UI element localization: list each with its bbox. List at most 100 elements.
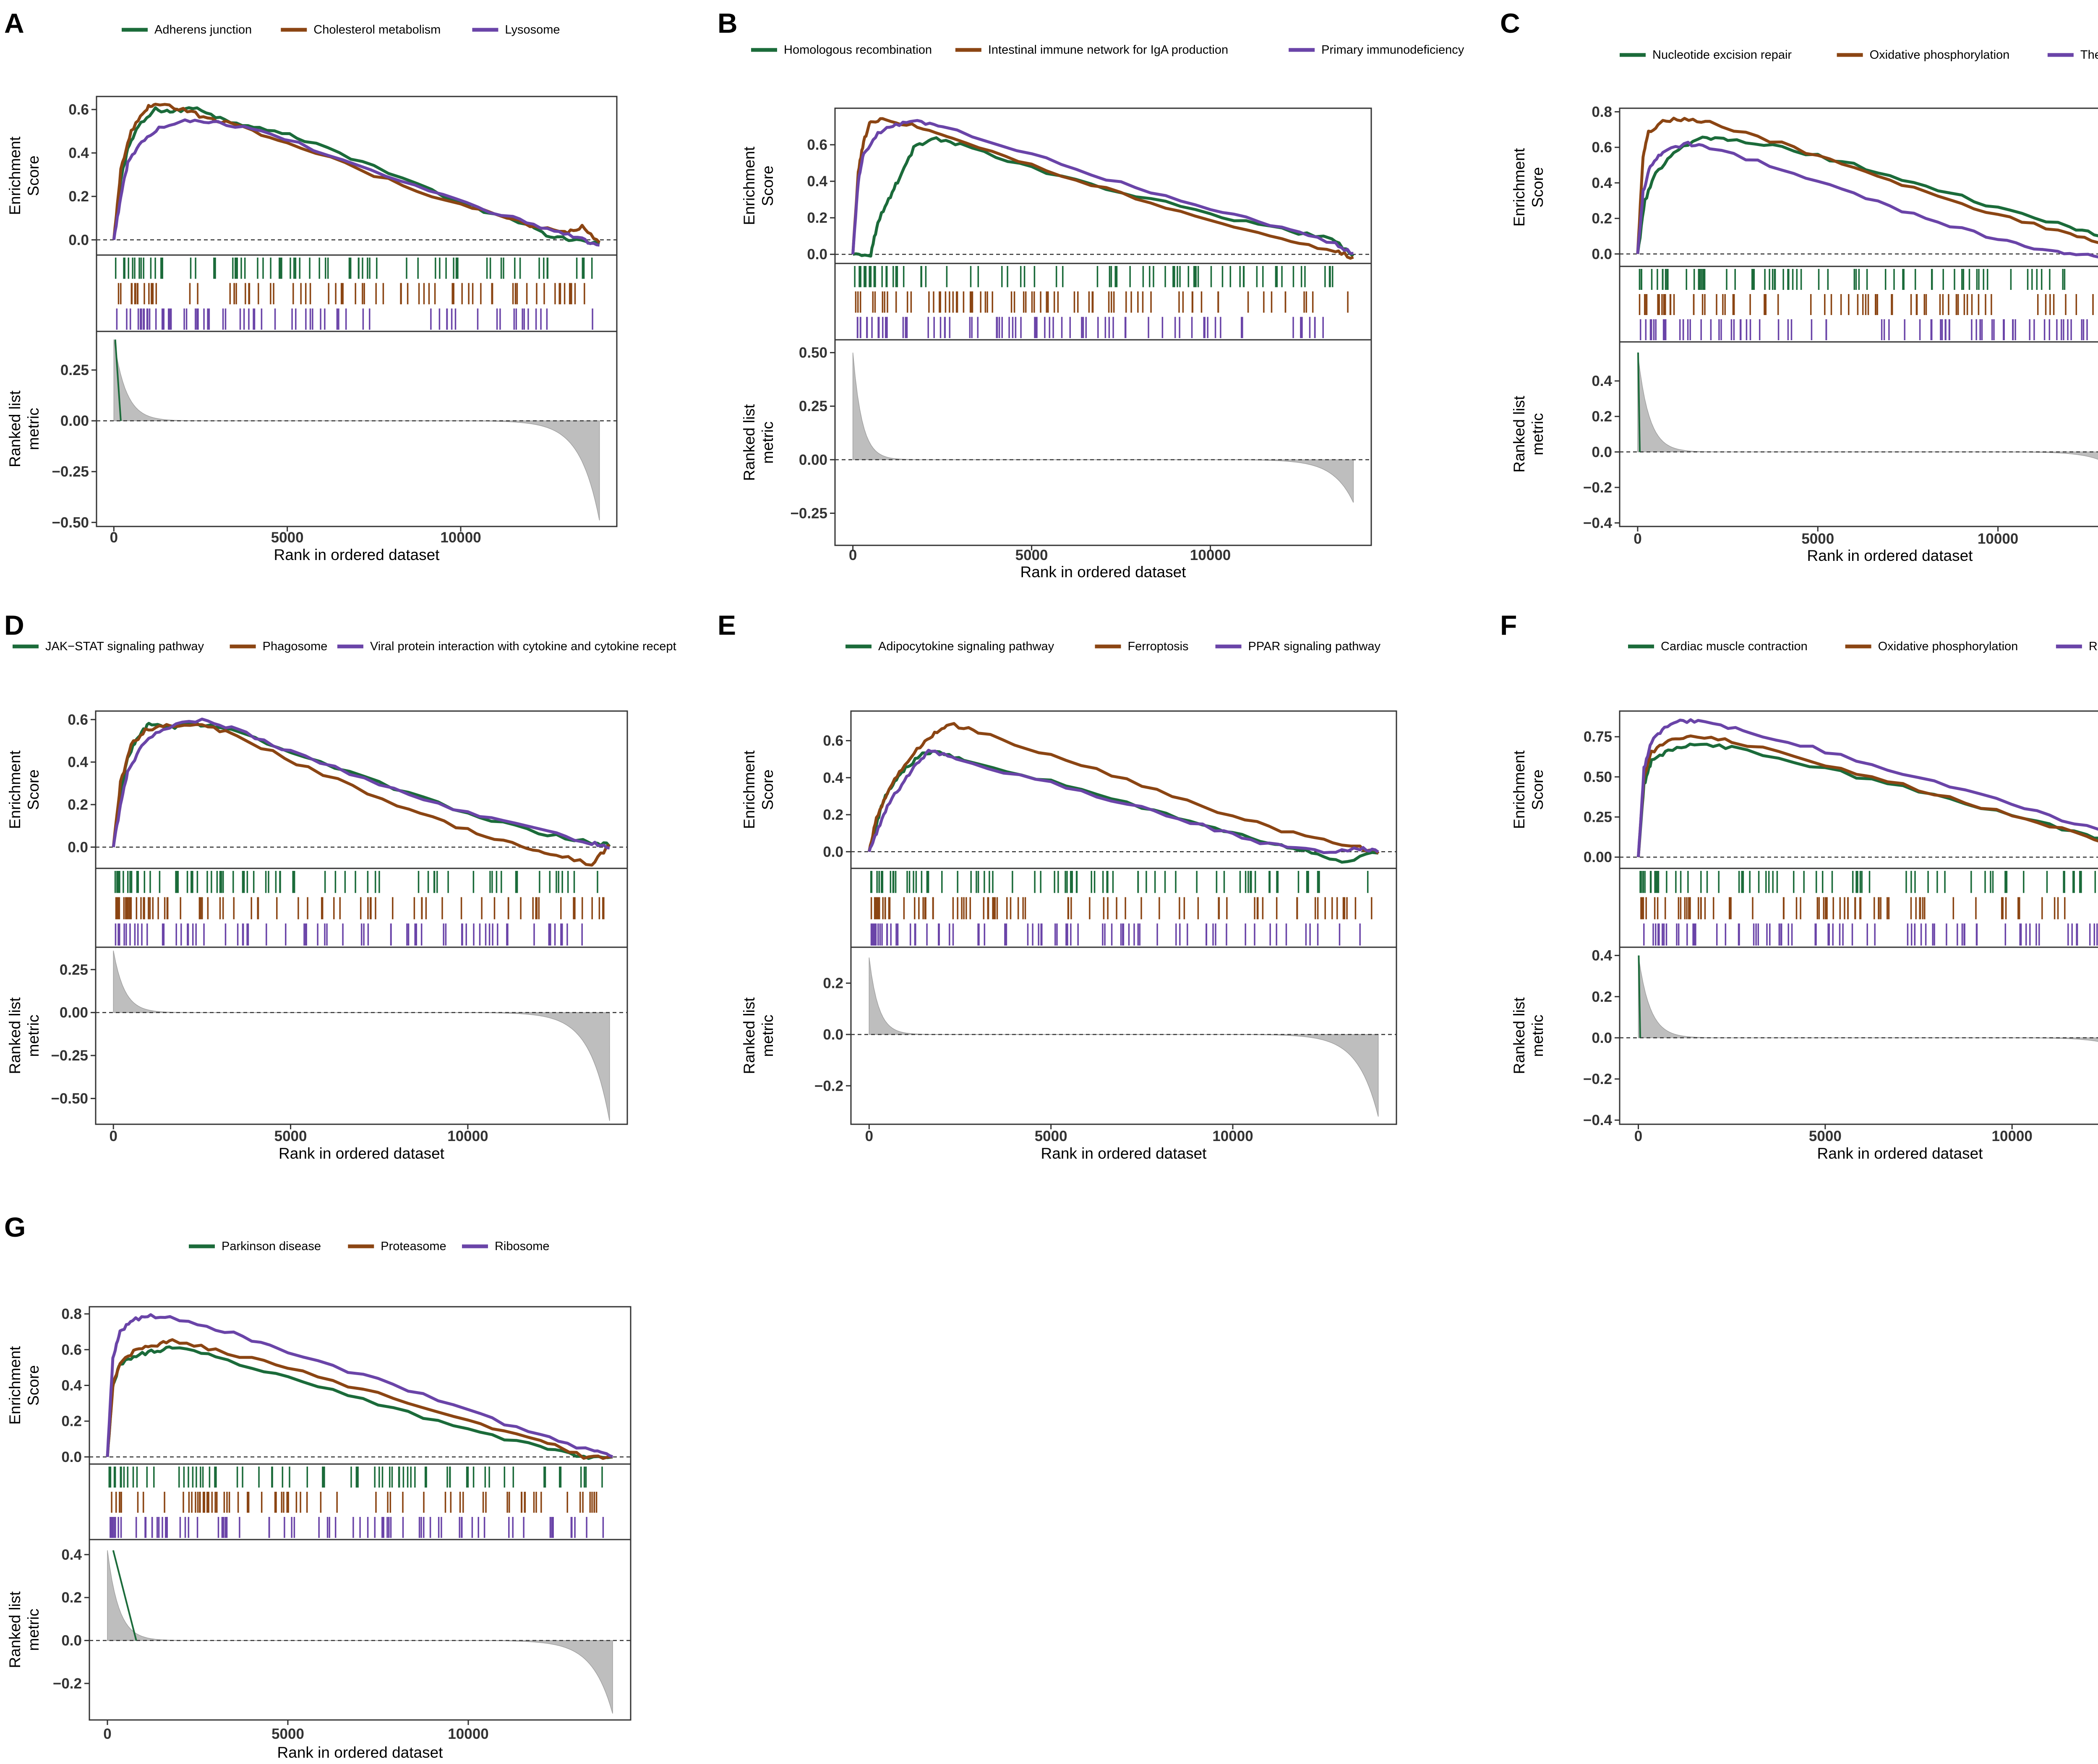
x-tick-label: 10000	[1190, 547, 1231, 563]
hit-marks-2	[1643, 923, 2098, 946]
metric-spike	[1638, 955, 1641, 1038]
es-curve-2	[112, 118, 600, 247]
metric-spike	[1637, 352, 1641, 452]
es-tick-label: 0.2	[61, 1413, 82, 1430]
rm-tick-label: −0.2	[1583, 479, 1612, 496]
rm-tick-label: 0.2	[1592, 409, 1612, 425]
x-tick-label: 5000	[271, 529, 304, 546]
legend-label: Nucleotide excision repair	[1652, 48, 1792, 62]
es-tick-label: 0.0	[823, 844, 843, 860]
rm-tick-label: 0.00	[799, 452, 827, 468]
es-curve-0	[1636, 135, 2098, 254]
x-tick-label: 5000	[1809, 1128, 1842, 1144]
x-tick-label: 5000	[1015, 547, 1048, 563]
es-tick-label: 0.2	[807, 210, 827, 226]
panel-label: A	[4, 8, 24, 39]
es-axis-title-line2: Score	[25, 156, 42, 196]
hit-marks-0	[1639, 269, 2066, 290]
x-tick-label: 0	[865, 1128, 873, 1144]
rm-frame	[850, 946, 1397, 1125]
hit-marks-2	[110, 1517, 604, 1538]
es-tick-label: 0.2	[68, 797, 88, 813]
x-tick-label: 5000	[271, 1726, 304, 1742]
hit-marks-2	[1639, 319, 2088, 340]
rm-axis-title-line2: metric	[1529, 413, 1546, 456]
es-tick-label: 0.50	[1584, 769, 1612, 785]
es-tick-label: 0.0	[68, 232, 89, 248]
es-tick-label: 0.6	[807, 137, 827, 153]
es-axis-title-line1: Enrichment	[1511, 750, 1528, 829]
es-tick-label: 0.75	[1584, 729, 1612, 745]
hit-marks-2	[856, 317, 1324, 338]
rm-tick-label: 0.2	[1592, 989, 1612, 1005]
rm-tick-label: 0.0	[61, 1633, 82, 1649]
es-curve-1	[1636, 117, 2098, 254]
es-tick-label: 0.0	[61, 1449, 82, 1465]
es-axis-title-line2: Score	[759, 166, 776, 206]
legend: Parkinson disease Proteasome Ribosome	[189, 1240, 550, 1253]
es-frame	[1619, 107, 2098, 267]
es-tick-label: 0.0	[68, 839, 88, 855]
legend-label: Oxidative phosphorylation	[1870, 48, 2010, 62]
es-axis-title-line2: Score	[759, 769, 776, 810]
legend-label: Parkinson disease	[222, 1240, 321, 1253]
panel-label: F	[1500, 610, 1517, 641]
hit-marks-0	[854, 266, 1333, 287]
panel-label: B	[718, 8, 738, 39]
es-axis-title-line2: Score	[25, 1365, 42, 1406]
es-axis-title-line1: Enrichment	[741, 750, 758, 829]
hit-marks-2	[870, 923, 1361, 946]
es-tick-label: 0.6	[68, 711, 88, 728]
hit-marks-1	[1639, 294, 2094, 315]
rm-tick-label: 0.0	[1592, 1030, 1612, 1046]
es-curve-1	[851, 117, 1354, 260]
es-tick-label: 0.0	[807, 246, 827, 263]
rm-tick-label: 0.0	[823, 1027, 843, 1043]
panel-b: B Homologous recombination Intestinal immu…	[718, 8, 1464, 581]
metric-spike	[114, 339, 122, 421]
x-axis-title: Rank in ordered dataset	[1020, 563, 1187, 581]
metric-area	[1638, 955, 2098, 1042]
rm-axis-title-line1: Ranked list	[1511, 997, 1528, 1074]
es-curve-2	[867, 748, 1379, 855]
legend-label: Ferroptosis	[1127, 640, 1188, 653]
rm-frame	[96, 331, 618, 527]
es-tick-label: 0.6	[61, 1342, 82, 1358]
metric-area	[1637, 352, 2098, 460]
es-tick-label: 0.2	[1592, 211, 1612, 227]
rm-tick-label: −0.2	[814, 1078, 843, 1094]
panel-label: G	[4, 1212, 26, 1243]
hit-marks-1	[115, 897, 605, 920]
rm-tick-label: −0.25	[52, 464, 89, 480]
rm-tick-label: 0.50	[799, 345, 827, 361]
x-tick-label: 0	[1634, 1128, 1642, 1144]
rm-tick-label: 0.2	[61, 1589, 82, 1606]
metric-area	[113, 951, 610, 1121]
x-tick-label: 5000	[1035, 1128, 1067, 1144]
rm-tick-label: −0.50	[52, 514, 89, 531]
panel-a: A Adherens junction Cholesterol metabolism…	[4, 8, 618, 563]
x-axis-title: Rank in ordered dataset	[1817, 1145, 1983, 1162]
rm-tick-label: 0.00	[60, 1005, 88, 1021]
es-tick-label: 0.4	[68, 145, 89, 162]
rm-axis-title-line1: Ranked list	[6, 1591, 23, 1668]
rm-tick-label: 0.2	[823, 975, 843, 992]
rm-tick-label: 0.4	[61, 1547, 82, 1563]
es-tick-label: 0.8	[61, 1306, 82, 1322]
metric-area	[852, 352, 1354, 503]
rm-axis-title-line1: Ranked list	[1511, 396, 1528, 473]
x-tick-label: 5000	[1801, 531, 1834, 547]
hit-marks-0	[1639, 871, 2096, 893]
rm-axis-title-line1: Ranked list	[741, 997, 758, 1074]
hit-marks-2	[116, 308, 593, 330]
hit-marks-0	[115, 258, 593, 279]
rm-frame	[95, 946, 628, 1125]
es-axis-title-line1: Enrichment	[741, 146, 758, 225]
es-curve-1	[1637, 734, 2098, 857]
hit-marks-1	[117, 283, 585, 305]
legend-label: Adherens junction	[154, 23, 252, 36]
legend-label: Thermogenesis	[2080, 48, 2098, 62]
legend-label: Proteasome	[381, 1240, 446, 1253]
x-axis-title: Rank in ordered dataset	[279, 1145, 445, 1162]
